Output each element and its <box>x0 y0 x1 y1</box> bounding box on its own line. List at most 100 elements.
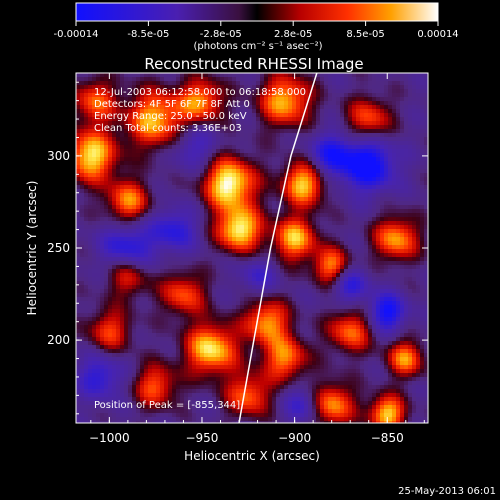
heatmap-cell <box>128 201 132 205</box>
heatmap-cell <box>192 153 196 157</box>
heatmap-cell <box>172 197 176 201</box>
heatmap-cell <box>408 161 412 165</box>
heatmap-cell <box>164 129 168 133</box>
heatmap-cell <box>292 241 296 245</box>
heatmap-cell <box>208 277 212 281</box>
heatmap-cell <box>352 121 356 125</box>
heatmap-cell <box>280 257 284 261</box>
heatmap-cell <box>112 133 116 137</box>
heatmap-cell <box>96 277 100 281</box>
heatmap-cell <box>320 113 324 117</box>
heatmap-cell <box>324 133 328 137</box>
heatmap-cell <box>296 257 300 261</box>
heatmap-cell <box>228 125 232 129</box>
heatmap-cell <box>292 233 296 237</box>
heatmap-cell <box>320 105 324 109</box>
heatmap-cell <box>232 125 236 129</box>
heatmap-cell <box>244 153 248 157</box>
heatmap-cell <box>352 169 356 173</box>
heatmap-cell <box>280 141 284 145</box>
heatmap-cell <box>96 233 100 237</box>
heatmap-cell <box>204 245 208 249</box>
heatmap-cell <box>400 201 404 205</box>
heatmap-cell <box>140 85 144 89</box>
heatmap-cell <box>204 177 208 181</box>
heatmap-cell <box>320 277 324 281</box>
heatmap-cell <box>424 165 428 169</box>
heatmap-cell <box>160 197 164 201</box>
heatmap-cell <box>124 293 128 297</box>
heatmap-cell <box>228 213 232 217</box>
heatmap-cell <box>268 285 272 289</box>
heatmap-cell <box>180 177 184 181</box>
heatmap-cell <box>372 197 376 201</box>
heatmap-cell <box>352 285 356 289</box>
heatmap-cell <box>248 137 252 141</box>
heatmap-cell <box>196 273 200 277</box>
heatmap-cell <box>212 141 216 145</box>
heatmap-cell <box>116 89 120 93</box>
heatmap-cell <box>320 165 324 169</box>
heatmap-cell <box>116 145 120 149</box>
heatmap-cell <box>120 237 124 241</box>
heatmap-cell <box>204 169 208 173</box>
heatmap-cell <box>344 93 348 97</box>
heatmap-cell <box>212 85 216 89</box>
heatmap-cell <box>384 241 388 245</box>
heatmap-cell <box>176 209 180 213</box>
heatmap-cell <box>172 289 176 293</box>
heatmap-cell <box>80 285 84 289</box>
heatmap-cell <box>384 201 388 205</box>
heatmap-cell <box>304 145 308 149</box>
heatmap-cell <box>128 213 132 217</box>
heatmap-cell <box>360 265 364 269</box>
heatmap-cell <box>120 117 124 121</box>
heatmap-cell <box>340 209 344 213</box>
heatmap-cell <box>368 85 372 89</box>
heatmap-cell <box>404 153 408 157</box>
heatmap-cell <box>336 197 340 201</box>
heatmap-cell <box>236 229 240 233</box>
heatmap-cell <box>148 81 152 85</box>
heatmap-cell <box>208 141 212 145</box>
heatmap-cell <box>96 181 100 185</box>
heatmap-cell <box>312 97 316 101</box>
heatmap-cell <box>188 265 192 269</box>
heatmap-cell <box>168 293 172 297</box>
heatmap-cell <box>316 89 320 93</box>
heatmap-cell <box>176 105 180 109</box>
heatmap-cell <box>116 257 120 261</box>
heatmap-cell <box>192 85 196 89</box>
heatmap-cell <box>248 197 252 201</box>
heatmap-cell <box>348 237 352 241</box>
heatmap-cell <box>260 77 264 81</box>
heatmap-cell <box>280 241 284 245</box>
heatmap-cell <box>316 177 320 181</box>
heatmap-cell <box>364 173 368 177</box>
heatmap-cell <box>224 237 228 241</box>
heatmap-cell <box>128 289 132 293</box>
heatmap-cell <box>120 265 124 269</box>
heatmap-cell <box>172 181 176 185</box>
heatmap-cell <box>204 133 208 137</box>
heatmap-cell <box>236 169 240 173</box>
heatmap-cell <box>112 105 116 109</box>
heatmap-cell <box>296 177 300 181</box>
heatmap-cell <box>424 113 428 117</box>
heatmap-cell <box>132 121 136 125</box>
heatmap-cell <box>388 213 392 217</box>
heatmap-cell <box>336 281 340 285</box>
heatmap-cell <box>296 197 300 201</box>
heatmap-cell <box>372 205 376 209</box>
heatmap-cell <box>304 161 308 165</box>
heatmap-cell <box>328 201 332 205</box>
heatmap-cell <box>280 233 284 237</box>
heatmap-cell <box>412 201 416 205</box>
heatmap-cell <box>84 245 88 249</box>
heatmap-cell <box>116 289 120 293</box>
heatmap-cell <box>240 113 244 117</box>
heatmap-cell <box>100 133 104 137</box>
heatmap-cell <box>380 109 384 113</box>
heatmap-cell <box>80 197 84 201</box>
heatmap-cell <box>228 285 232 289</box>
